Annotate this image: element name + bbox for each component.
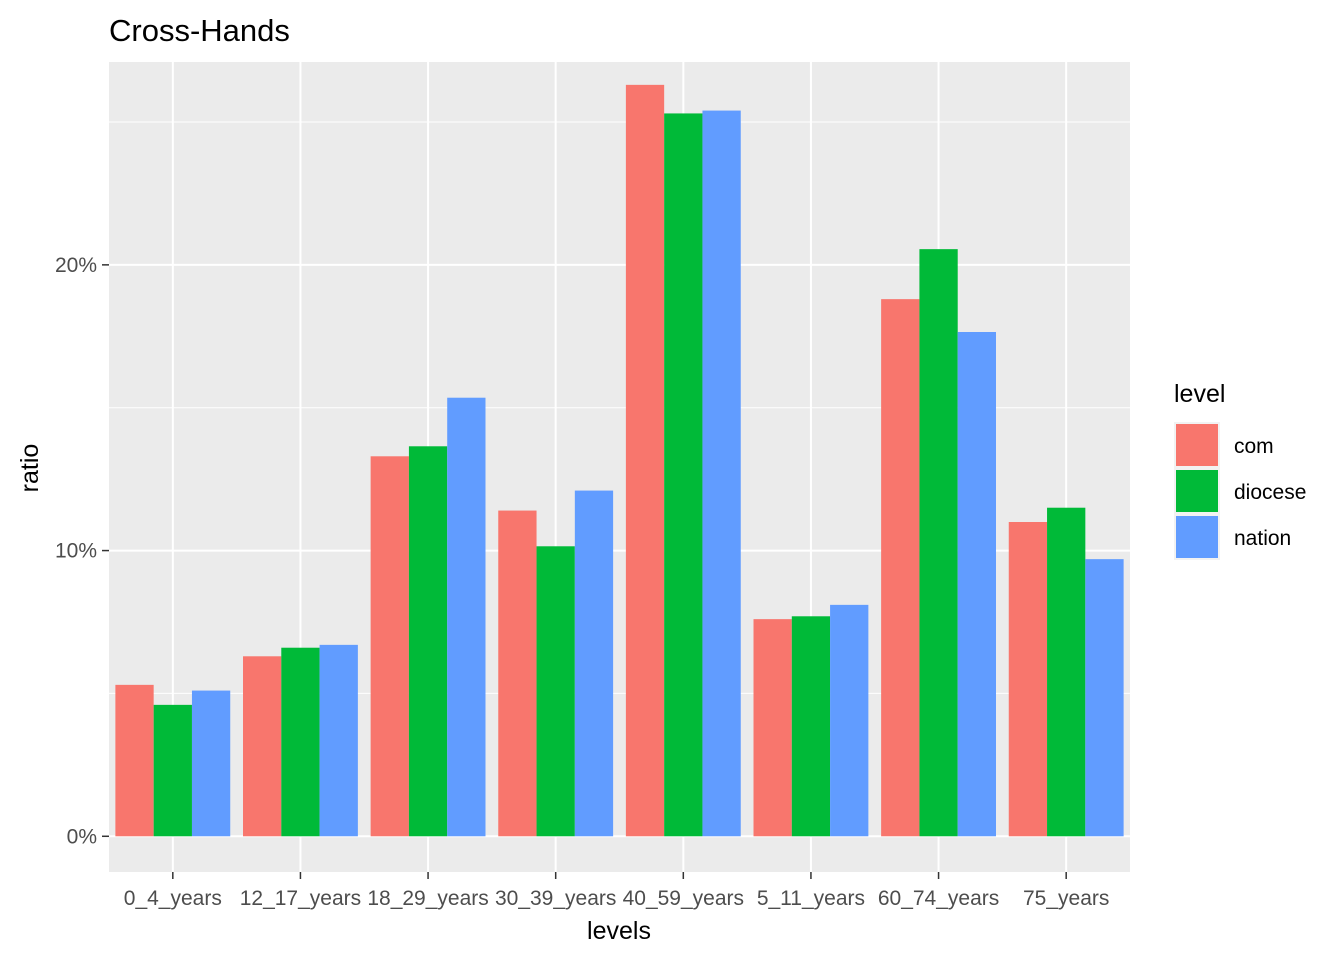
x-tick-label: 40_59_years: [623, 887, 744, 910]
chart-title: Cross-Hands: [109, 13, 290, 48]
legend-label-nation: nation: [1234, 527, 1291, 550]
bar-diocese: [536, 546, 575, 837]
legend-swatch-com: [1176, 424, 1218, 466]
bar-diocese: [408, 446, 448, 837]
y-tick-label: 0%: [67, 825, 97, 848]
legend-title: level: [1174, 380, 1225, 408]
y-tick-label: 10%: [55, 540, 97, 563]
bar-com: [243, 656, 282, 837]
bar-diocese: [153, 704, 192, 837]
bar-diocese: [919, 249, 958, 837]
bars: [115, 84, 1124, 837]
bar-diocese: [664, 113, 703, 837]
bar-com: [115, 684, 154, 837]
x-tick-label: 12_17_years: [240, 887, 361, 910]
x-axis-label: levels: [587, 917, 651, 945]
legend-swatch-diocese: [1176, 470, 1218, 512]
bar-diocese: [1047, 507, 1086, 837]
bar-nation: [702, 110, 741, 837]
y-axis-label: ratio: [16, 444, 44, 493]
bar-diocese: [281, 647, 320, 837]
bar-com: [498, 510, 537, 837]
legend-swatch-nation: [1176, 516, 1218, 558]
x-tick-label: 30_39_years: [495, 887, 616, 910]
x-axis: 0_4_years 12_17_years 18_29_years 30_39_yea…: [124, 872, 1109, 910]
bar-nation: [830, 604, 869, 837]
bar-com: [625, 84, 665, 837]
x-tick-label: 60_74_years: [878, 887, 999, 910]
y-axis: 0% 10% 20%: [55, 254, 109, 848]
bar-diocese: [791, 616, 831, 837]
legend-label-com: com: [1234, 435, 1274, 458]
x-tick-label: 75_years: [1023, 887, 1109, 910]
bar-nation: [1085, 559, 1124, 837]
bar-nation: [191, 690, 231, 837]
y-tick-label: 20%: [55, 254, 97, 277]
bar-com: [753, 619, 792, 837]
x-tick-label: 18_29_years: [367, 887, 488, 910]
bar-nation: [957, 332, 996, 837]
bar-nation: [447, 397, 486, 837]
x-tick-label: 0_4_years: [124, 887, 222, 910]
bar-nation: [574, 490, 614, 837]
legend: level com diocese nation: [1174, 380, 1306, 560]
bar-nation: [319, 644, 358, 837]
legend-label-diocese: diocese: [1234, 481, 1306, 504]
bar-com: [881, 299, 920, 837]
bar-com: [370, 456, 409, 837]
x-tick-label: 5_11_years: [757, 887, 865, 910]
bar-com: [1008, 522, 1048, 837]
